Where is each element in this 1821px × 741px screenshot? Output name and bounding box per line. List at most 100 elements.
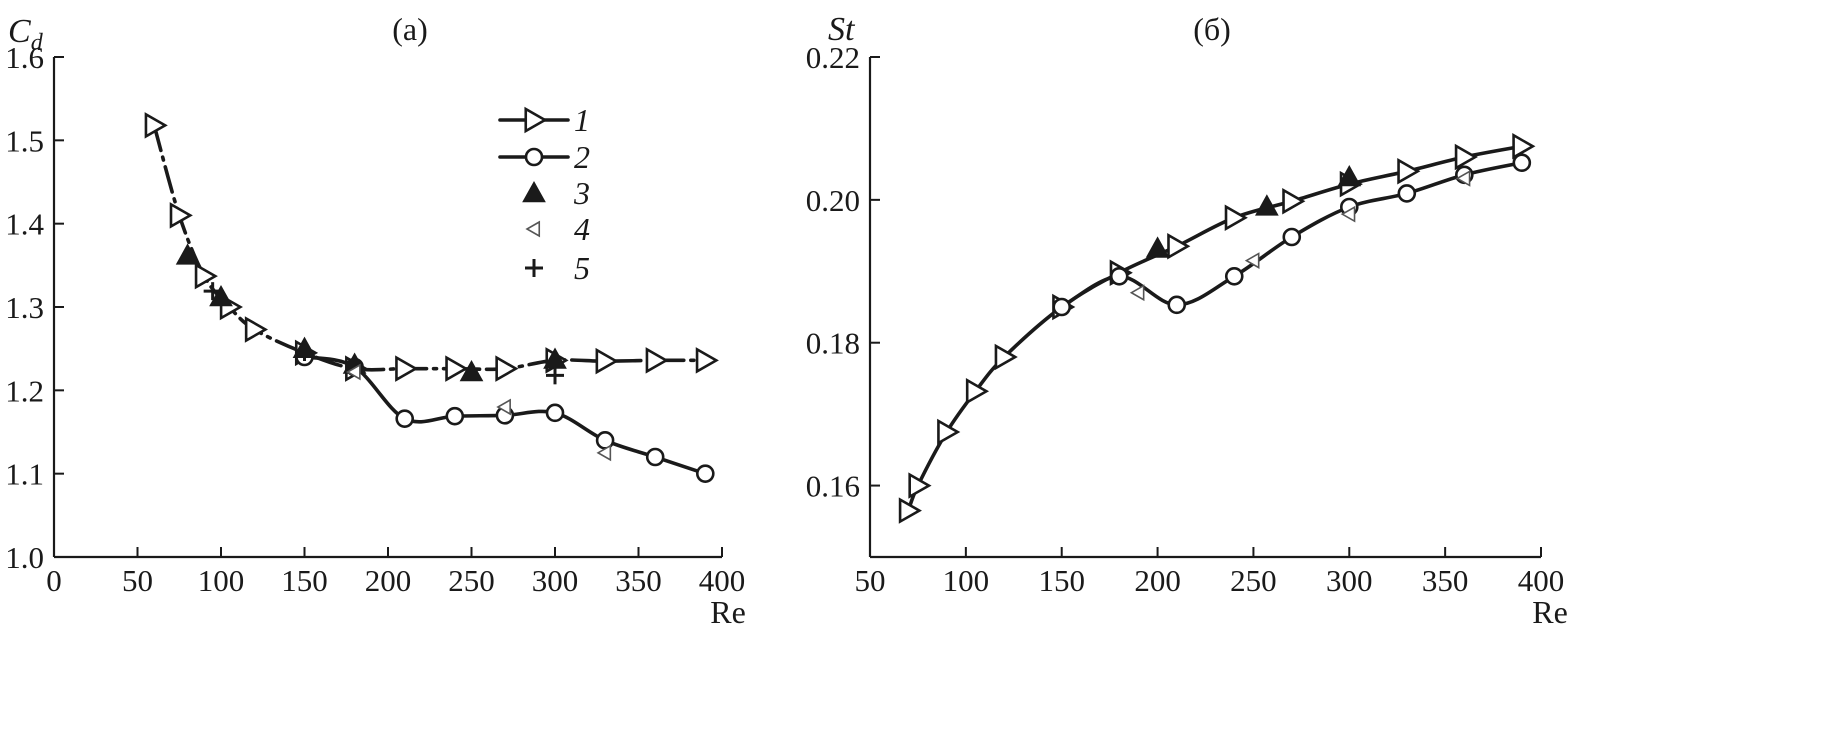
data-point-s2: [695, 464, 715, 483]
panel-label: (a): [392, 11, 428, 47]
x-tick-label: 300: [532, 563, 579, 598]
series-line-1: [906, 144, 1524, 513]
series-4: [345, 363, 612, 462]
legend-label: 2: [574, 139, 590, 175]
x-tick-label: 150: [1038, 563, 1085, 598]
legend-marker-2: [524, 147, 544, 167]
y-axis-title: St: [828, 11, 856, 48]
y-tick-label: 0.22: [806, 40, 860, 75]
data-point-s4: [496, 398, 511, 416]
chart-panel-1: 0 50 100 150 200 250 300 350 400 1.0 1.1 1.2 1.3 1.4 1…: [5, 11, 746, 630]
series-1: [898, 133, 1536, 524]
x-tick-label: 250: [448, 563, 495, 598]
x-tick-label: 400: [1518, 563, 1565, 598]
data-point-s1: [244, 316, 269, 343]
data-point-s3: [175, 243, 200, 265]
data-point-s3: [209, 284, 233, 307]
y-tick-label: 0.16: [806, 469, 860, 504]
data-point-s1: [445, 355, 469, 382]
data-point-s1: [937, 418, 961, 446]
legend-item-3: 3: [522, 175, 590, 211]
x-tick-label: 200: [365, 563, 412, 598]
data-point-s2: [445, 406, 465, 426]
data-point-s2: [1109, 266, 1129, 286]
data-point-s1: [144, 112, 168, 139]
x-tick-label: 100: [943, 563, 990, 598]
x-axis-title: Re: [1532, 594, 1568, 630]
series-5: [203, 282, 564, 385]
data-point-s3: [1337, 164, 1362, 187]
chart-panel-2: 50 100 150 200 250 300 350 400 0.16 0.18 0.20 0.22 R…: [806, 11, 1568, 630]
data-point-s1: [1397, 158, 1421, 185]
data-point-s1: [695, 347, 719, 374]
y-tick-label: 0.20: [806, 183, 860, 218]
data-point-s1: [595, 347, 619, 375]
data-point-s1: [1167, 233, 1191, 260]
series-4: [1129, 170, 1471, 302]
x-tick-label: 50: [855, 563, 886, 598]
y-tick-label: 1.0: [5, 540, 44, 575]
data-point-s1: [908, 472, 932, 499]
legend-label: 5: [574, 250, 590, 286]
x-tick-label: 50: [122, 563, 153, 598]
y-tick-label: 1.2: [5, 373, 44, 408]
data-point-s5: [203, 282, 222, 301]
x-tick-label: 300: [1326, 563, 1373, 598]
data-point-s1: [898, 497, 922, 524]
x-tick-label: 400: [699, 563, 746, 598]
x-tick-label: 350: [1422, 563, 1469, 598]
data-point-s4: [1129, 284, 1145, 302]
y-tick-label: 1.1: [5, 457, 44, 492]
data-point-s2: [1397, 184, 1417, 203]
data-point-s2: [1512, 153, 1532, 173]
series-line-1: [152, 123, 708, 372]
data-point-s1: [994, 343, 1018, 371]
x-tick-label: 150: [281, 563, 328, 598]
y-axis-title: Cd: [8, 13, 44, 56]
series-3: [1145, 164, 1362, 258]
y-axis-title-sub: d: [31, 30, 44, 56]
legend-label: 1: [574, 102, 590, 138]
data-point-s4: [1455, 170, 1471, 187]
data-point-s2: [395, 409, 415, 428]
data-point-s4: [345, 363, 361, 381]
data-point-s4: [1244, 252, 1260, 269]
data-point-s3: [1254, 194, 1279, 216]
data-point-s2: [1052, 297, 1072, 317]
y-tick-label: 1.4: [5, 207, 44, 242]
data-point-s1: [495, 355, 519, 382]
legend-marker-1: [524, 106, 548, 134]
data-point-s1: [1224, 204, 1248, 231]
data-point-s5: [546, 366, 564, 385]
legend-marker-3: [522, 180, 546, 203]
y-axis-title-main: C: [8, 13, 31, 50]
series-1: [144, 112, 719, 382]
legend-label: 3: [573, 175, 590, 211]
data-point-s1: [645, 347, 669, 374]
x-tick-label: 200: [1134, 563, 1181, 598]
x-tick-label: 0: [46, 563, 62, 598]
data-point-s3: [1145, 236, 1170, 258]
data-point-s2: [1224, 266, 1244, 286]
data-point-s1: [194, 262, 218, 290]
data-point-s4: [596, 444, 612, 462]
legend-label: 4: [574, 211, 590, 247]
data-point-s2: [645, 447, 665, 467]
data-point-s1: [1282, 188, 1306, 215]
data-point-s3: [459, 359, 484, 382]
y-tick-label: 1.3: [5, 290, 44, 325]
x-axis-title: Re: [710, 594, 746, 630]
x-tick-label: 250: [1230, 563, 1277, 598]
legend-item-4: 4: [525, 211, 590, 247]
legend-item-1: 1: [498, 102, 590, 138]
data-point-s1: [1454, 143, 1478, 171]
legend-marker-4: [525, 220, 541, 238]
x-tick-label: 100: [198, 563, 245, 598]
data-point-s4: [1340, 205, 1356, 223]
data-point-s1: [169, 202, 193, 229]
panel-label: (б): [1193, 11, 1231, 47]
data-point-s2: [1282, 227, 1302, 247]
data-point-s5: [295, 343, 314, 361]
